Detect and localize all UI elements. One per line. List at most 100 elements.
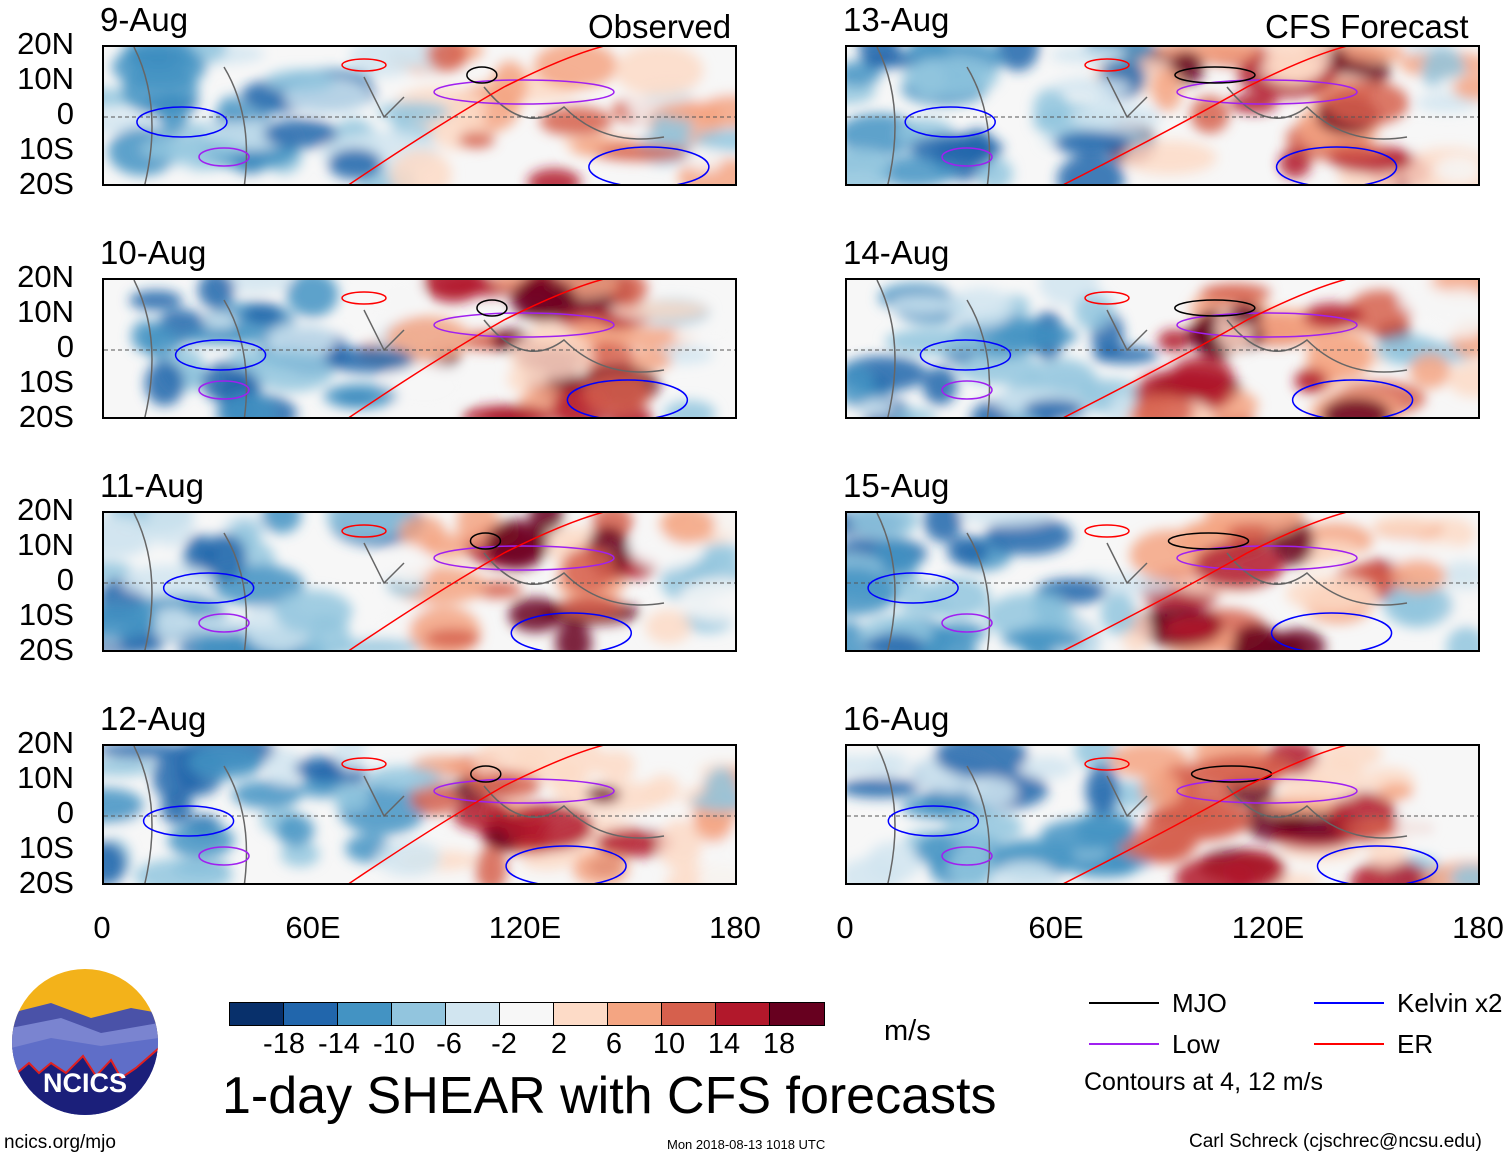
low-contour [941,147,993,167]
kelvin-contour [566,379,689,417]
kelvin-contour [887,805,980,837]
shear-blob [609,280,648,309]
shear-blob [382,361,467,413]
shear-blob [1001,628,1084,650]
low-contour [433,778,615,804]
shear-blob [1052,77,1132,97]
er-contour [341,524,387,538]
coastline [876,280,1408,417]
shear-blob [690,792,735,812]
shear-blob [698,856,735,883]
lat-label: 20N [17,725,74,760]
kelvin-contour [510,612,633,650]
coastline [133,280,665,417]
lat-label: 20S [18,865,74,900]
er-contour [1084,524,1130,538]
shear-blob [912,58,946,100]
shear-blob [328,148,383,180]
shear-blob [1350,859,1432,883]
panel-date: 13-Aug [843,1,950,38]
kelvin-contour [142,805,235,837]
shear-blob [273,590,353,634]
shear-blob [1372,515,1438,536]
lat-label: 20S [18,399,74,434]
legend-label: Kelvin x2 [1397,988,1503,1018]
shear-blob [1131,393,1195,417]
shear-blob [1265,47,1332,82]
shear-blob [847,778,921,798]
colorbar-swatch [662,1003,716,1025]
shear-blob [672,326,735,348]
lat-label: 10S [18,830,74,865]
shear-blob [1023,398,1085,417]
shear-blob [231,780,302,809]
shear-blob [376,101,451,122]
shear-blob [104,604,158,640]
mjo-contour [476,299,508,317]
lon-label: 0 [93,910,111,945]
shear-blob [1174,857,1256,883]
shear-blob [475,846,508,883]
colorbar-swatch [230,1003,284,1025]
observed-label: Observed [588,8,732,45]
shear-blob [985,516,1073,556]
shear-blob [678,577,735,623]
shear-blob [389,149,452,184]
shear-blob [485,519,549,570]
shear-blob [1446,626,1478,650]
site-link[interactable]: ncics.org/mjo [4,1132,116,1153]
shear-blob [984,593,1075,640]
lon-label: 180 [709,910,761,945]
shear-blob [572,851,629,883]
shear-blob [1378,783,1414,801]
shear-blob [922,366,958,406]
lat-label: 0 [56,329,74,364]
kelvin-contour [1316,845,1439,883]
shear-blob [920,632,977,650]
shear-blob [250,349,335,392]
shear-blob [663,400,716,417]
shear-blob [218,280,293,293]
timestamp: Mon 2018-08-13 1018 UTC [667,1137,826,1152]
shear-blob [1040,818,1134,851]
map-panel-12-aug [102,744,737,885]
shear-blob [1200,283,1271,303]
shear-blob [333,746,366,772]
shear-blob [1092,346,1159,364]
shear-blob [596,750,636,782]
shear-blob [1019,756,1074,779]
shear-blob [534,47,618,90]
colorbar-swatch [500,1003,554,1025]
shear-blob [948,287,1014,328]
lat-label: 20N [17,492,74,527]
shear-blob [1069,858,1137,878]
kelvin-contour [919,339,1012,371]
mjo-contour [1174,299,1256,317]
map-panel-13-aug [845,45,1480,186]
lon-label: 120E [488,910,562,945]
coastline [876,513,1408,650]
shear-blob [1226,523,1270,545]
shear-blob [1162,615,1221,642]
shear-blob [187,746,264,780]
panel-date: 16-Aug [843,700,950,737]
shear-blob [1383,582,1454,628]
colorbar-label: 2 [550,1028,568,1060]
kelvin-contour [904,106,996,138]
colorbar-swatch [770,1003,824,1025]
colorbar-swatch [284,1003,338,1025]
kelvin-contour [1275,146,1398,184]
shear-blob [1449,864,1478,883]
shear-blob [147,513,195,547]
shear-blob [366,766,441,791]
shear-blob [1033,88,1069,129]
panel-date: 10-Aug [100,234,207,271]
shear-blob [1071,103,1162,132]
colorbar-swatch [554,1003,608,1025]
shear-blob [509,330,594,381]
map-panel-15-aug [845,511,1480,652]
shear-blob [475,771,541,799]
colorbar-label: 14 [707,1028,741,1060]
er-contour [348,47,604,184]
er-contour [1063,47,1347,184]
